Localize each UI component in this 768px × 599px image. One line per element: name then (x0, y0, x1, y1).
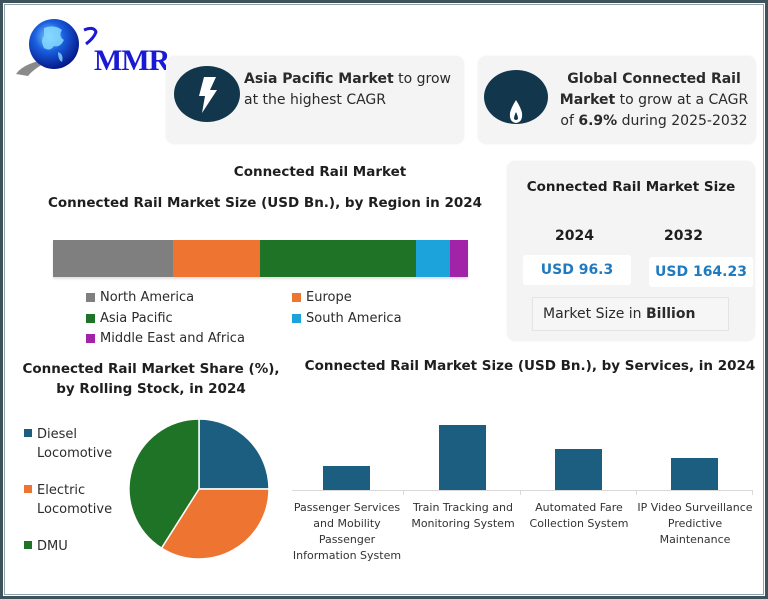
segment-south-america (415, 240, 450, 277)
legend-label: Europe (306, 290, 352, 305)
x-axis-tick (520, 490, 521, 495)
service-category-label: Automated Fare Collection System (529, 501, 629, 530)
legend-label-line2: Locomotive (37, 502, 113, 517)
unit-bold: Billion (645, 306, 696, 322)
apac-callout-card: Asia Pacific Market to grow at the highe… (166, 56, 464, 144)
legend-mea: Middle East and Africa (86, 331, 245, 346)
pie-legend-dmu: DMU (24, 537, 68, 556)
segment-north-america (53, 240, 173, 277)
global-callout-bold: Global Connected Rail Market (559, 71, 741, 108)
legend-label: South America (306, 311, 402, 326)
apac-callout-rest: to grow at the highest CAGR (244, 71, 451, 108)
market-size-card: Connected Rail Market Size 2024 2032 USD… (507, 161, 755, 341)
value-2032: USD 164.23 (649, 257, 753, 287)
legend-label: Middle East and Africa (100, 331, 245, 346)
legend-south-america: South America (292, 311, 402, 326)
legend-swatch (24, 485, 32, 493)
pie-slice-dmu (128, 418, 200, 550)
legend-swatch (86, 334, 95, 343)
rolling-stock-pie (128, 418, 270, 560)
global-cagr-callout-text: Global Connected Rail Market to grow at … (554, 69, 754, 132)
service-bar (555, 448, 602, 490)
pie-legend-electric: Electric Locomotive (24, 481, 112, 519)
region-stacked-bar (53, 240, 468, 277)
x-axis-tick (752, 490, 753, 495)
globe-icon (16, 19, 98, 76)
pie-slice-diesel-locomotive (198, 418, 270, 490)
service-category-label: Passenger Services and Mobility Passenger I… (292, 501, 402, 562)
x-axis-tick (403, 490, 404, 495)
segment-asia-pacific (259, 240, 416, 277)
cagr-value: 6.9% (578, 113, 618, 129)
inner-frame (4, 4, 764, 595)
legend-swatch (24, 429, 32, 437)
legend-label: Asia Pacific (100, 311, 173, 326)
flame-icon (484, 70, 548, 124)
x-axis-tick (636, 490, 637, 495)
x-axis (292, 490, 752, 491)
global-cagr-callout-card: Global Connected Rail Market to grow at … (478, 56, 756, 144)
unit-note: Market Size in Billion (532, 297, 729, 331)
legend-label: North America (100, 290, 195, 305)
region-chart-title: Connected Rail Market Size (USD Bn.), by… (47, 195, 483, 211)
legend-label: Diesel (37, 427, 78, 442)
legend-swatch (24, 541, 32, 549)
value-2024: USD 96.3 (523, 255, 631, 285)
year-2032: 2032 (664, 228, 703, 244)
market-size-title: Connected Rail Market Size (526, 179, 736, 195)
main-title: Connected Rail Market (233, 164, 407, 180)
pie-legend-diesel: Diesel Locomotive (24, 425, 112, 463)
legend-north-america: North America (86, 290, 194, 305)
mmr-logo: MMR (14, 18, 170, 78)
rolling-stock-chart-title: Connected Rail Market Share (%), by Roll… (22, 361, 280, 397)
legend-swatch (292, 314, 301, 323)
legend-swatch (86, 314, 95, 323)
service-bar (323, 466, 370, 490)
services-chart-title: Connected Rail Market Size (USD Bn.), by… (304, 358, 756, 374)
apac-callout-text: Asia Pacific Market to grow at the highe… (244, 69, 459, 111)
service-bar (671, 457, 718, 490)
logo-text: MMR (94, 44, 170, 77)
global-callout-mid: to grow at a CAGR of (560, 92, 749, 129)
legend-label: DMU (37, 539, 68, 554)
year-2024: 2024 (555, 228, 594, 244)
segment-middle-east-and-africa (449, 240, 468, 277)
services-bar-chart: Passenger Services and Mobility Passenger I… (292, 410, 754, 570)
service-category-label: Train Tracking and Monitoring System (411, 501, 515, 530)
legend-label: Electric (37, 483, 86, 498)
legend-label-line2: Locomotive (37, 446, 113, 461)
legend-asia-pacific: Asia Pacific (86, 311, 173, 326)
legend-swatch (86, 293, 95, 302)
segment-europe (172, 240, 260, 277)
service-bar (439, 425, 486, 490)
lightning-bolt-icon (174, 66, 240, 122)
global-callout-rest: during 2025-2032 (617, 113, 748, 129)
apac-callout-bold: Asia Pacific Market (244, 71, 394, 87)
unit-prefix: Market Size in (543, 306, 646, 322)
legend-europe: Europe (292, 290, 352, 305)
service-category-label: IP Video Surveillance Predictive Maintenan… (637, 501, 753, 546)
legend-swatch (292, 293, 301, 302)
